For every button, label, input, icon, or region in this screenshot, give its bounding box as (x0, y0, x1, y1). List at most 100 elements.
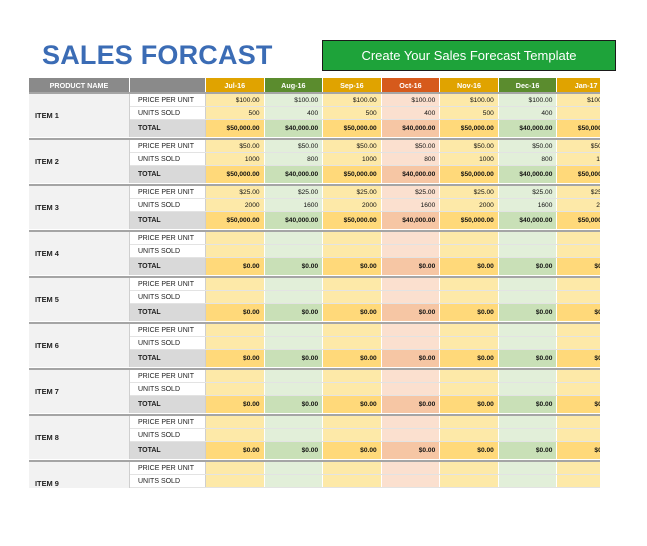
cell-total[interactable]: $0.00 (498, 442, 558, 459)
cell-units[interactable] (206, 429, 265, 441)
item-name[interactable]: ITEM 5 (29, 278, 130, 321)
cell-total[interactable]: $0.00 (440, 442, 499, 459)
header-month-5[interactable]: Dec-16 (498, 78, 558, 92)
cell-units[interactable] (206, 475, 265, 487)
cell-units[interactable] (498, 383, 558, 395)
cell-total[interactable]: $0.00 (264, 442, 324, 459)
cell-units[interactable] (264, 245, 324, 257)
cell-price[interactable] (381, 232, 441, 244)
cell-total[interactable]: $50,000.00 (323, 120, 382, 137)
cell-price[interactable]: $100.00 (440, 94, 499, 106)
cell-units[interactable]: 500 (440, 107, 499, 119)
cell-units[interactable] (557, 383, 600, 395)
cell-total[interactable]: $0.00 (440, 258, 499, 275)
cell-total[interactable]: $50,000.00 (206, 166, 265, 183)
item-name[interactable]: ITEM 3 (29, 186, 130, 229)
cell-units[interactable]: 400 (498, 107, 558, 119)
cell-price[interactable] (323, 324, 382, 336)
cell-units[interactable] (557, 337, 600, 349)
cell-units[interactable] (557, 291, 600, 303)
cell-units[interactable] (557, 245, 600, 257)
cell-total[interactable]: $50,000.00 (206, 120, 265, 137)
cell-price[interactable] (206, 462, 265, 474)
cell-price[interactable]: $25.00 (498, 186, 558, 198)
cell-price[interactable]: $50.00 (498, 140, 558, 152)
cell-units[interactable]: 2000 (206, 199, 265, 211)
cell-units[interactable] (206, 245, 265, 257)
cell-total[interactable]: $0.00 (206, 258, 265, 275)
cell-price[interactable] (557, 324, 600, 336)
cell-units[interactable] (206, 337, 265, 349)
cell-units[interactable] (557, 475, 600, 487)
cell-price[interactable] (498, 232, 558, 244)
cell-total[interactable]: $0.00 (557, 258, 600, 275)
cell-total[interactable]: $40,000.00 (381, 120, 441, 137)
cell-price[interactable] (381, 416, 441, 428)
cell-total[interactable]: $0.00 (381, 442, 441, 459)
header-month-3[interactable]: Oct-16 (381, 78, 441, 92)
cell-price[interactable] (498, 324, 558, 336)
cell-units[interactable] (381, 383, 441, 395)
cell-price[interactable] (440, 324, 499, 336)
cell-price[interactable] (440, 278, 499, 290)
cell-units[interactable] (264, 429, 324, 441)
cell-price[interactable]: $100.00 (498, 94, 558, 106)
cell-total[interactable]: $0.00 (264, 258, 324, 275)
cell-total[interactable]: $0.00 (206, 396, 265, 413)
item-name[interactable]: ITEM 4 (29, 232, 130, 275)
cell-units[interactable] (323, 383, 382, 395)
cell-units[interactable] (440, 429, 499, 441)
cell-units[interactable]: 800 (498, 153, 558, 165)
cell-units[interactable]: 800 (264, 153, 324, 165)
cell-units[interactable]: 1000 (206, 153, 265, 165)
cell-units[interactable]: 500 (206, 107, 265, 119)
cell-price[interactable]: $25.00 (206, 186, 265, 198)
cell-units[interactable]: 1600 (498, 199, 558, 211)
cell-price[interactable] (557, 232, 600, 244)
cell-price[interactable] (323, 462, 382, 474)
cell-price[interactable]: $25.00 (264, 186, 324, 198)
cell-price[interactable] (381, 370, 441, 382)
cell-units[interactable]: 2000 (557, 199, 600, 211)
cell-units[interactable]: 1000 (440, 153, 499, 165)
cell-price[interactable] (440, 416, 499, 428)
cell-units[interactable]: 1000 (557, 153, 600, 165)
cell-units[interactable] (323, 337, 382, 349)
cell-price[interactable] (498, 278, 558, 290)
cell-total[interactable]: $0.00 (440, 396, 499, 413)
cell-units[interactable] (440, 475, 499, 487)
cell-price[interactable] (498, 462, 558, 474)
cell-total[interactable]: $50,000.00 (206, 212, 265, 229)
cell-total[interactable]: $50,000.00 (557, 166, 600, 183)
cell-total[interactable]: $0.00 (264, 304, 324, 321)
cell-price[interactable] (264, 278, 324, 290)
cell-price[interactable]: $100.00 (381, 94, 441, 106)
cell-total[interactable]: $0.00 (498, 350, 558, 367)
cell-total[interactable]: $0.00 (557, 304, 600, 321)
cell-price[interactable] (381, 462, 441, 474)
cell-units[interactable] (381, 475, 441, 487)
header-month-6[interactable]: Jan-17 (557, 78, 600, 92)
cell-total[interactable]: $40,000.00 (498, 120, 558, 137)
cell-units[interactable]: 500 (557, 107, 600, 119)
cell-units[interactable]: 400 (381, 107, 441, 119)
cell-price[interactable] (264, 232, 324, 244)
cell-units[interactable] (440, 245, 499, 257)
cell-units[interactable] (440, 383, 499, 395)
cell-price[interactable] (440, 370, 499, 382)
cell-price[interactable] (498, 416, 558, 428)
cell-price[interactable] (381, 278, 441, 290)
cell-price[interactable] (264, 370, 324, 382)
cell-total[interactable]: $0.00 (498, 258, 558, 275)
cell-units[interactable] (498, 429, 558, 441)
cell-units[interactable] (381, 291, 441, 303)
cell-total[interactable]: $0.00 (381, 396, 441, 413)
cell-total[interactable]: $50,000.00 (557, 212, 600, 229)
template-banner[interactable]: Create Your Sales Forecast Template (322, 40, 616, 71)
cell-total[interactable]: $0.00 (557, 442, 600, 459)
cell-total[interactable]: $0.00 (323, 304, 382, 321)
cell-units[interactable] (264, 291, 324, 303)
cell-price[interactable] (264, 324, 324, 336)
header-month-0[interactable]: Jul-16 (206, 78, 265, 92)
cell-units[interactable]: 1000 (323, 153, 382, 165)
